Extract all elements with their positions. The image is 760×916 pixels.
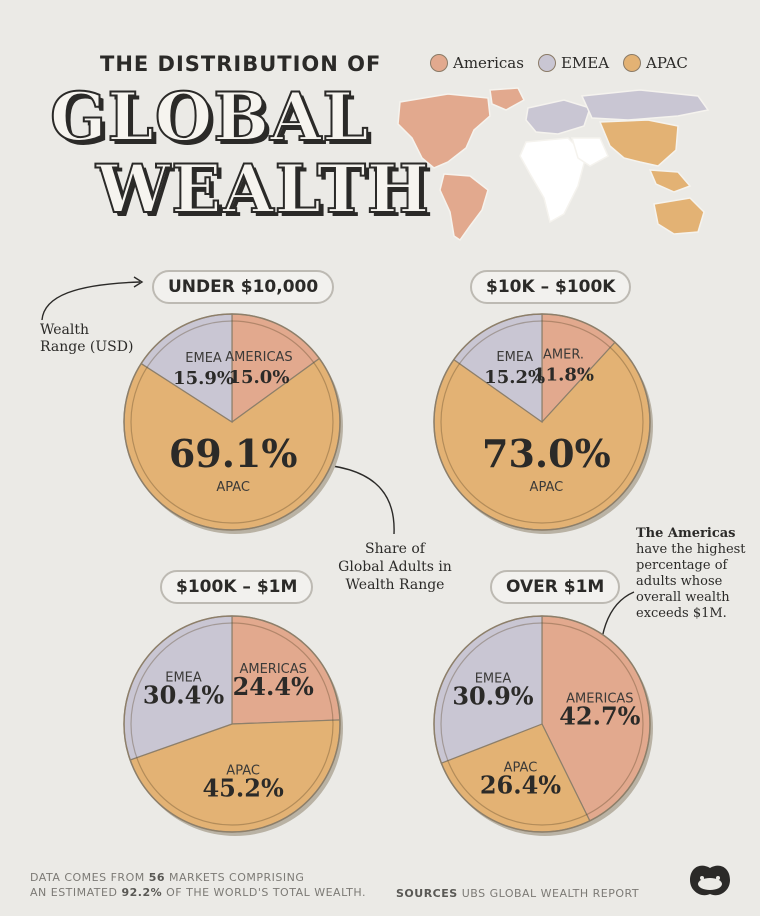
footer-text: OF THE WORLD'S TOTAL WEALTH. xyxy=(162,886,366,899)
range-label-10k-100k: $10K – $100K xyxy=(470,270,632,304)
coin-rim xyxy=(130,622,334,826)
sources-label: SOURCES xyxy=(396,887,458,900)
footer-text: DATA COMES FROM xyxy=(30,871,149,884)
data-label-americas: 15.0% xyxy=(228,367,289,388)
data-label-apac: 26.4% xyxy=(480,770,561,799)
sources: SOURCES UBS GLOBAL WEALTH REPORT xyxy=(396,886,639,901)
subtitle: THE DISTRIBUTION OF xyxy=(100,52,382,76)
coin-edge xyxy=(123,615,341,833)
legend-swatch-americas xyxy=(430,54,448,72)
slice-name-apac: APAC xyxy=(530,480,564,495)
americas-note-line-5: exceeds $1M. xyxy=(636,606,727,621)
slice-name-americas: AMERICAS xyxy=(239,662,306,677)
coin-edge xyxy=(433,615,651,833)
data-label-emea: 15.9% xyxy=(173,368,234,389)
americas-note-line-4: overall wealth xyxy=(636,590,730,605)
map-greenland xyxy=(489,87,525,111)
slice-name-emea: EMEA xyxy=(185,351,222,366)
data-label-apac: 45.2% xyxy=(202,773,283,802)
coin-edge xyxy=(123,313,341,531)
map-southeast-asia xyxy=(648,169,692,193)
legend-swatch-emea xyxy=(537,54,556,72)
legend-item-americas: Americas xyxy=(430,54,524,72)
title-line-1: GLOBAL xyxy=(49,77,370,157)
slice-name-emea: EMEA xyxy=(475,671,512,686)
footer-text: MARKETS COMPRISING xyxy=(165,871,305,884)
wealth-range-line-2: Range (USD) xyxy=(40,339,134,355)
title-line-2: WEALTH xyxy=(95,149,431,229)
map-europe xyxy=(525,99,591,135)
footer-wealth-share: 92.2% xyxy=(121,886,163,899)
data-label-apac: 69.1% xyxy=(169,431,298,476)
wealth-range-note: Wealth Range (USD) xyxy=(40,322,133,356)
world-map xyxy=(397,87,710,242)
legend: Americas EMEA APAC xyxy=(430,54,688,72)
data-label-americas: 42.7% xyxy=(559,701,640,730)
slice-name-americas: AMERICAS xyxy=(566,691,633,706)
range-label-under-10k: UNDER $10,000 xyxy=(152,270,335,304)
slice-name-apac: APAC xyxy=(216,480,250,495)
americas-note-line-2: percentage of xyxy=(636,558,728,573)
coin-edge xyxy=(433,313,651,531)
range-label-100k-1m: $100K – $1M xyxy=(160,570,314,604)
legend-item-emea: EMEA xyxy=(537,54,610,72)
legend-label-americas: Americas xyxy=(453,54,524,72)
coin-rim xyxy=(130,320,334,524)
legend-label-apac: APAC xyxy=(646,54,688,72)
coin-rim xyxy=(440,622,644,826)
sources-value: UBS GLOBAL WEALTH REPORT xyxy=(461,887,640,900)
coin-rim xyxy=(440,320,644,524)
slice-name-amer: AMER. xyxy=(543,348,584,363)
pie-10k-100k: AMER. 11.8% 73.0% APAC EMEA 15.2% xyxy=(433,313,653,534)
footer-markets-count: 56 xyxy=(148,871,166,884)
americas-note-line-1: have the highest xyxy=(636,542,746,557)
legend-swatch-apac xyxy=(623,54,642,72)
share-note: Share of Global Adults in Wealth Range xyxy=(330,540,460,594)
footer-line-1: DATA COMES FROM 56 MARKETS COMPRISING xyxy=(30,870,366,885)
data-label-emea: 30.9% xyxy=(452,681,533,710)
wealth-range-line-1: Wealth xyxy=(40,322,89,338)
data-label-amer: 11.8% xyxy=(533,365,594,386)
pie-under-10k: AMERICAS 15.0% 69.1% APAC EMEA 15.9% xyxy=(123,313,343,534)
data-label-apac: 73.0% xyxy=(482,431,611,476)
map-russia xyxy=(580,89,710,121)
footer-note: DATA COMES FROM 56 MARKETS COMPRISING AN… xyxy=(30,870,366,900)
footer-text: AN ESTIMATED xyxy=(30,886,122,899)
map-asia xyxy=(598,119,679,167)
slice-name-apac: APAC xyxy=(226,763,260,778)
wealth-range-arrow xyxy=(41,276,144,321)
americas-note: The Americas have the highest percentage… xyxy=(636,526,756,622)
map-north-america xyxy=(397,93,491,169)
legend-label-emea: EMEA xyxy=(560,54,610,72)
legend-item-apac: APAC xyxy=(623,54,688,72)
slice-name-apac: APAC xyxy=(504,760,538,775)
americas-note-line-3: adults whose xyxy=(636,574,723,589)
map-australia xyxy=(653,197,705,235)
share-line-3: Wealth Range xyxy=(345,577,445,593)
slice-name-americas: AMERICAS xyxy=(225,350,292,365)
slice-name-emea: EMEA xyxy=(496,350,533,365)
data-label-americas: 24.4% xyxy=(233,672,314,701)
share-line-2: Global Adults in xyxy=(338,559,452,575)
data-label-emea: 30.4% xyxy=(143,681,224,710)
map-middle-east xyxy=(570,137,609,167)
footer-line-2: AN ESTIMATED 92.2% OF THE WORLD'S TOTAL … xyxy=(30,885,366,900)
americas-note-title: The Americas xyxy=(636,526,736,541)
brand-logo-icon xyxy=(690,865,730,896)
share-line-1: Share of xyxy=(365,541,425,557)
slice-name-emea: EMEA xyxy=(165,671,202,686)
data-label-emea: 15.2% xyxy=(484,367,545,388)
range-label-over-1m: OVER $1M xyxy=(490,570,621,604)
map-south-america xyxy=(439,173,489,242)
